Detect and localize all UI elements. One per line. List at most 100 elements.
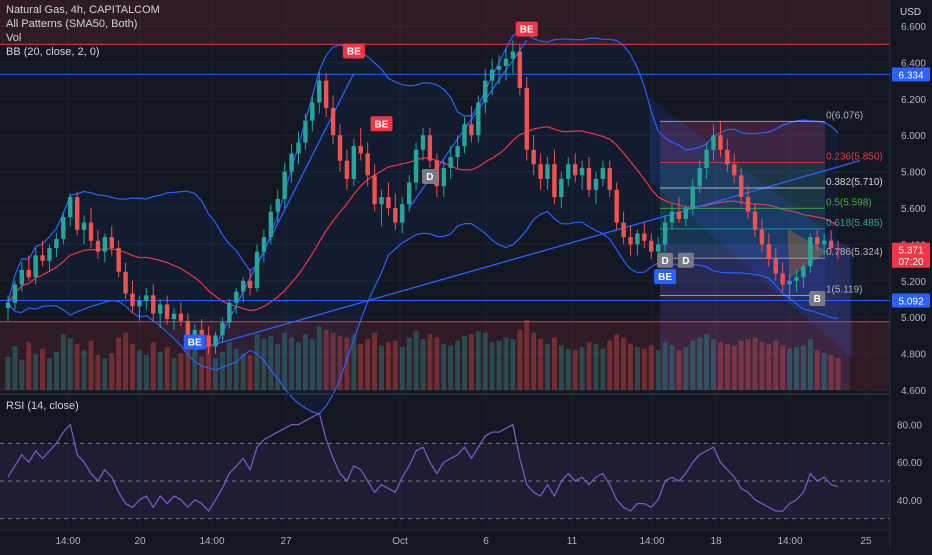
volume-bar: [199, 356, 205, 390]
candle: [268, 211, 274, 238]
volume-bar: [489, 342, 495, 390]
volume-bar: [828, 355, 834, 390]
pattern-badge: [654, 269, 677, 285]
candle: [337, 135, 343, 161]
trendline-impulse-1: [214, 73, 355, 347]
volume-bar: [780, 345, 786, 390]
volume-bar: [275, 343, 281, 390]
price-badge-text: 6.334: [898, 70, 923, 81]
volume-bar: [88, 340, 94, 390]
volume-bar: [136, 350, 142, 390]
volume-bar: [468, 334, 474, 390]
price-tick-label: 5.800: [901, 168, 926, 179]
candle: [462, 124, 467, 147]
volume-layer: [5, 320, 841, 390]
volume-bar: [766, 343, 772, 390]
grid-layer: [0, 0, 890, 530]
legend-indicator-patterns[interactable]: All Patterns (SMA50, Both): [6, 18, 137, 31]
volume-bar: [669, 345, 675, 390]
time-tick-label: 14:00: [199, 536, 224, 547]
candle: [12, 284, 18, 303]
candle: [116, 248, 121, 272]
volume-bar: [47, 358, 52, 390]
time-tick-label: 27: [280, 536, 292, 547]
pattern-badge-text: B: [814, 294, 821, 305]
legend-title[interactable]: Natural Gas, 4h, CAPITALCOM: [6, 4, 160, 17]
candle: [531, 149, 536, 165]
fib-level-label: 0.5(5.598): [826, 197, 872, 208]
fib-band-0: [660, 121, 825, 163]
candle: [393, 208, 398, 223]
candle: [26, 269, 31, 278]
candle: [317, 80, 322, 103]
candle: [130, 293, 135, 307]
candle: [801, 266, 806, 278]
volume-bar: [697, 337, 703, 390]
volume-bar: [233, 348, 239, 390]
rsi-pane: [0, 393, 932, 520]
volume-bar: [593, 343, 599, 390]
time-tick-label: 14:00: [639, 536, 664, 547]
volume-bar: [717, 342, 723, 390]
candle: [254, 251, 260, 289]
volume-bar: [545, 343, 550, 390]
legend-indicator-vol[interactable]: Vol: [6, 32, 21, 45]
candle: [503, 58, 509, 67]
legend-rsi[interactable]: RSI (14, close): [6, 400, 79, 413]
fib-level-label: 0.382(5.710): [826, 177, 883, 188]
volume-bar: [641, 348, 647, 390]
candle: [54, 238, 59, 249]
candle: [358, 146, 363, 154]
candle: [88, 222, 94, 241]
volume-bar: [475, 331, 481, 390]
candle: [296, 142, 301, 154]
candle: [365, 153, 370, 176]
candle: [213, 335, 218, 347]
candle: [289, 153, 294, 172]
indicator-vol-label: Vol: [6, 32, 22, 44]
candle: [448, 157, 453, 168]
volume-bar: [531, 332, 537, 390]
volume-bar: [19, 359, 25, 390]
volume-bar: [171, 358, 177, 390]
fib-level-label: 0(6.076): [826, 110, 863, 121]
volume-bar: [102, 358, 108, 390]
candle: [303, 120, 308, 143]
pattern-badge-text: BE: [375, 119, 389, 130]
candle: [628, 237, 633, 245]
candle: [773, 258, 778, 274]
pattern-badge: [657, 252, 674, 268]
candle: [517, 51, 523, 88]
volume-bar: [372, 332, 378, 390]
volume-bar: [33, 354, 39, 390]
volume-bar: [538, 339, 544, 390]
candle: [144, 295, 149, 301]
time-tick-label: 11: [567, 536, 578, 547]
candles-layer: [5, 40, 841, 354]
candle: [579, 167, 585, 176]
candle: [669, 211, 675, 223]
candle: [151, 295, 156, 314]
volume-bar: [12, 346, 18, 390]
pattern-badge: [677, 252, 694, 268]
price-tick-label: 6.400: [901, 58, 926, 69]
pattern-badge: [342, 43, 365, 59]
candle: [489, 69, 495, 81]
currency-text: USD: [900, 7, 922, 18]
candle: [351, 146, 357, 179]
candle: [137, 300, 142, 307]
rsi-tick-label: 40.00: [897, 496, 922, 507]
candle: [572, 164, 578, 176]
rsi-tick-label: 60.00: [897, 458, 922, 469]
bb-lower: [7, 210, 839, 415]
volume-bar: [5, 356, 11, 390]
legend-indicator-bb[interactable]: BB (20, close, 2, 0): [6, 46, 100, 59]
volume-bar: [738, 340, 744, 390]
candle: [545, 164, 550, 179]
fib-level-label: 0.236(5.850): [826, 152, 883, 163]
rsi-band: [0, 443, 890, 519]
candle: [61, 217, 66, 239]
candle: [81, 222, 87, 230]
candle: [704, 149, 709, 168]
